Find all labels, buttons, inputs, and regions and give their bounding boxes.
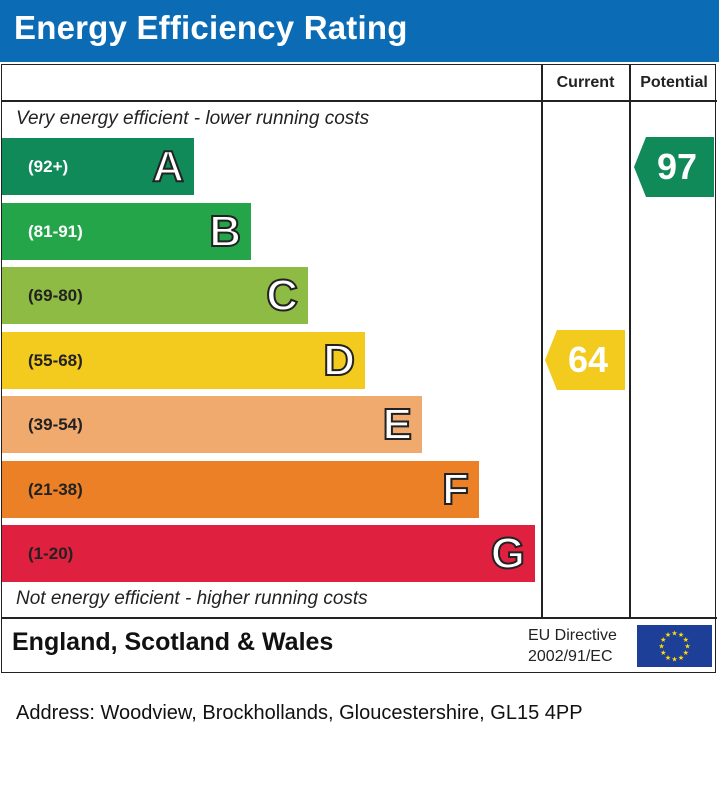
current-column-divider [541, 64, 543, 619]
band-range-label: (39-54) [28, 415, 83, 434]
band-e: (39-54) E [2, 396, 422, 453]
header-row-divider [1, 100, 717, 102]
eu-directive-label: EU Directive [528, 627, 617, 644]
eu-star: ★ [671, 656, 677, 664]
footer-row-divider [1, 617, 717, 619]
band-range-label: (81-91) [28, 221, 83, 241]
band-letter: C [265, 270, 299, 321]
eu-star: ★ [660, 649, 666, 657]
band-c: (69-80) C [2, 267, 308, 324]
band-range-label: (21-38) [28, 479, 83, 499]
eu-star: ★ [658, 643, 664, 651]
property-address: Address: Woodview, Brockhollands, Glouce… [16, 702, 583, 724]
band-letter: A [151, 141, 185, 192]
band-g: (1-20) G [2, 525, 535, 582]
potential-rating-marker: 97 [634, 136, 714, 197]
eu-directive-number: 2002/91/EC [528, 648, 613, 665]
potential-column-divider [629, 64, 631, 619]
band-a: (92+) A [2, 138, 194, 195]
current-rating-marker-value: 64 [567, 339, 609, 380]
band-d: (55-68) D [2, 331, 365, 389]
band-range-label: (1-20) [28, 544, 74, 563]
band-range-label: (55-68) [28, 350, 83, 370]
eu-star: ★ [665, 631, 671, 639]
band-range-label: (92+) [28, 157, 69, 176]
band-letter: B [208, 206, 242, 257]
band-letter: G [490, 528, 526, 579]
eu-star: ★ [683, 649, 689, 657]
current-rating-marker: 64 [545, 330, 625, 390]
eu-star: ★ [683, 636, 689, 644]
chart-frame [1, 64, 716, 673]
band-f: (21-38) F [2, 460, 479, 518]
eu-flag-icon: ★ ★ ★ ★ ★ ★ ★ ★ ★ ★ ★ ★ [637, 625, 712, 667]
eu-star: ★ [678, 631, 684, 639]
eu-star: ★ [660, 636, 666, 644]
band-letter: D [322, 335, 356, 386]
potential-rating-marker-arrow [634, 136, 714, 197]
current-column-header: Current [556, 74, 615, 91]
eu-star: ★ [665, 654, 671, 662]
chart-title: Energy Efficiency Rating [14, 9, 408, 46]
efficient-note: Very energy efficient - lower running co… [16, 108, 370, 129]
band-b: (81-91) B [2, 202, 251, 260]
inefficient-note: Not energy efficient - higher running co… [16, 588, 368, 609]
potential-rating-marker-value: 97 [656, 145, 698, 187]
eu-star: ★ [684, 643, 690, 651]
potential-column-header: Potential [640, 74, 708, 91]
band-letter: E [382, 399, 413, 450]
band-range-label: (69-80) [28, 286, 83, 305]
band-letter: F [441, 464, 470, 515]
region-label: England, Scotland & Wales [12, 628, 334, 656]
title-bar: Energy Efficiency Rating [0, 0, 719, 62]
eu-star: ★ [678, 654, 684, 662]
eu-star: ★ [671, 630, 677, 638]
current-rating-marker-arrow [545, 330, 625, 390]
